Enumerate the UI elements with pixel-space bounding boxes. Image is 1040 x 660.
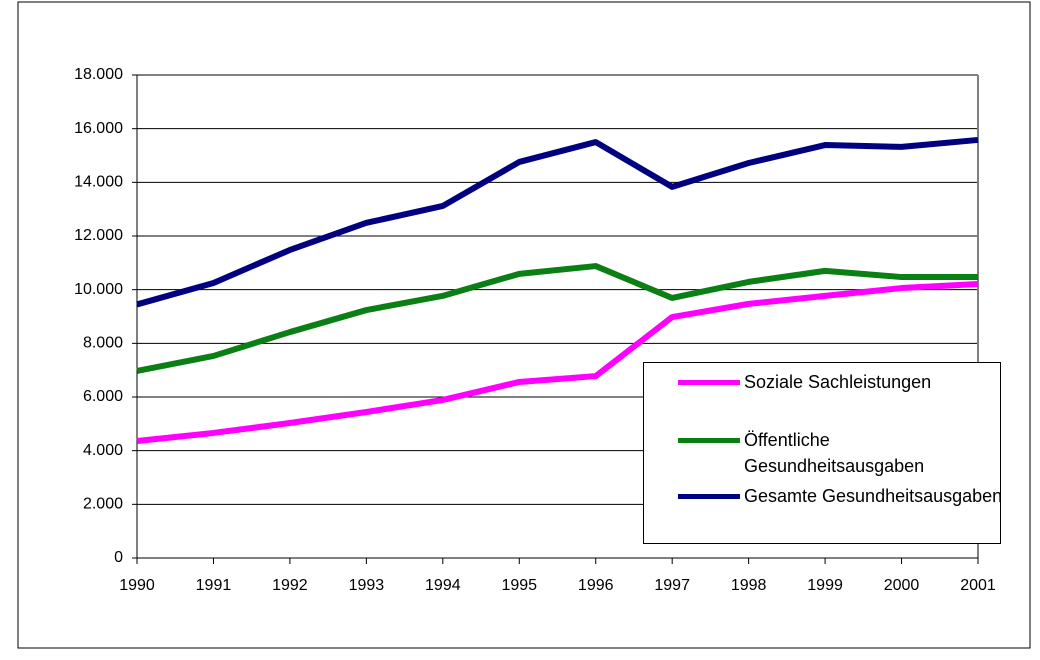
series-line bbox=[136, 263, 978, 374]
y-tick-label: 16.000 bbox=[74, 120, 123, 137]
x-tick-label: 1993 bbox=[349, 577, 385, 594]
legend-label: Öffentliche Gesundheitsausgaben bbox=[744, 430, 925, 476]
x-tick-label: 1994 bbox=[425, 577, 461, 594]
x-tick-label: 1999 bbox=[807, 577, 843, 594]
legend-label: Soziale Sachleistungen bbox=[744, 372, 932, 392]
x-tick-label: 1992 bbox=[272, 577, 308, 594]
y-tick-label: 8.000 bbox=[83, 335, 123, 352]
legend-swatch bbox=[678, 380, 740, 385]
legend-label: Gesamte Gesundheitsausgaben bbox=[744, 486, 1003, 506]
x-tick-label: 1997 bbox=[654, 577, 690, 594]
y-tick-label: 14.000 bbox=[74, 174, 123, 191]
x-tick-label: 1998 bbox=[731, 577, 767, 594]
y-tick-label: 6.000 bbox=[83, 388, 123, 405]
legend-entry: Gesamte Gesundheitsausgaben bbox=[678, 483, 1002, 509]
y-tick-label: 4.000 bbox=[83, 442, 123, 459]
legend: Soziale Sachleistungen Öffentliche Gesund… bbox=[643, 362, 1002, 544]
y-tick-label: 12.000 bbox=[74, 227, 123, 244]
frame bbox=[17, 1, 1031, 649]
x-tick-label: 2000 bbox=[884, 577, 920, 594]
legend-swatch bbox=[678, 438, 740, 443]
series-line bbox=[136, 136, 979, 308]
x-tick-label: 1996 bbox=[578, 577, 614, 594]
y-tick-label: 0 bbox=[114, 549, 123, 566]
legend-entry: Soziale Sachleistungen bbox=[678, 369, 982, 395]
legend-swatch bbox=[678, 494, 740, 499]
series-line bbox=[136, 281, 979, 444]
x-tick-label: 2001 bbox=[960, 577, 996, 594]
y-tick-label: 10.000 bbox=[74, 281, 123, 298]
x-tick-label: 1991 bbox=[196, 577, 232, 594]
y-tick-label: 18.000 bbox=[74, 66, 123, 83]
x-tick-label: 1990 bbox=[119, 577, 155, 594]
legend-entry: Öffentliche Gesundheitsausgaben bbox=[678, 427, 982, 479]
y-tick-label: 2.000 bbox=[83, 496, 123, 513]
x-tick-label: 1995 bbox=[501, 577, 537, 594]
